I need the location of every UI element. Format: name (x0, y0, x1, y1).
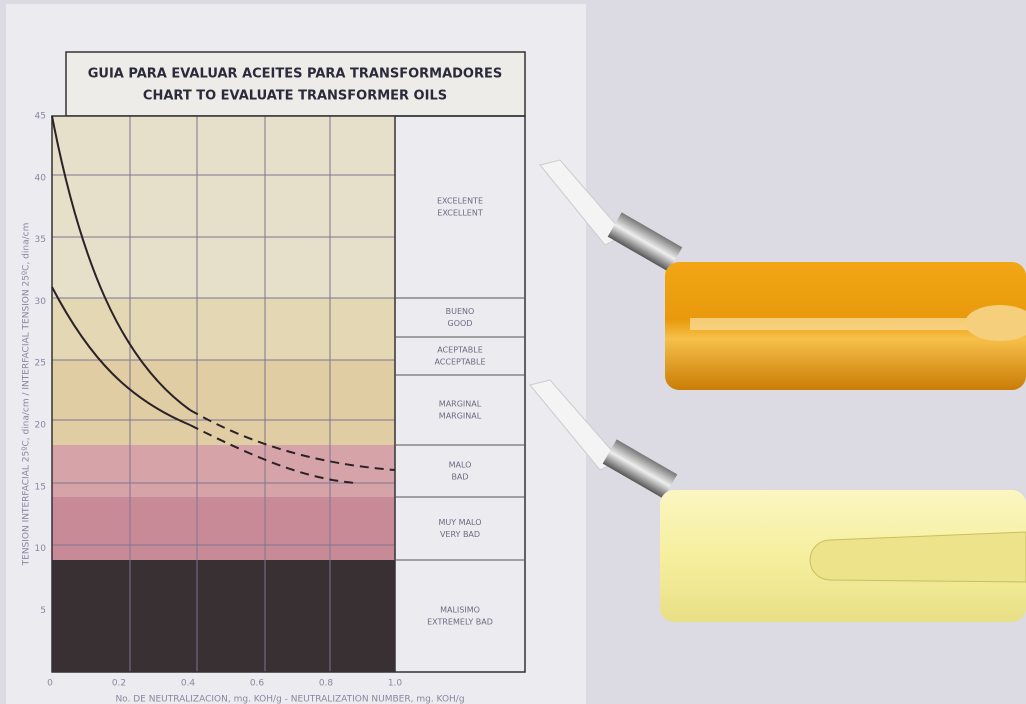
rating-es: MUY MALO (438, 518, 481, 527)
photo: GUIA PARA EVALUAR ACEITES PARA TRANSFORM… (0, 0, 1026, 704)
y-tick-label: 20 (35, 421, 47, 431)
y-tick-label: 30 (35, 297, 47, 307)
x-axis-label: No. DE NEUTRALIZACION, mg. KOH/g - NEUTR… (115, 695, 464, 704)
x-tick-label: 0.6 (250, 679, 265, 689)
y-tick-label: 35 (35, 235, 46, 245)
band (52, 497, 395, 560)
y-tick-label: 25 (35, 359, 46, 369)
band (52, 298, 395, 360)
rating-en: MARGINAL (439, 412, 482, 421)
band (52, 560, 395, 672)
rating-es: ACEPTABLE (437, 346, 483, 355)
x-tick-label: 0.2 (112, 679, 126, 689)
rating-en: EXTREMELY BAD (427, 618, 493, 627)
bubble (810, 532, 1026, 582)
y-tick-label: 15 (35, 482, 46, 492)
y-tick-label: 10 (35, 544, 47, 554)
y-tick-label: 45 (35, 112, 46, 122)
page: GUIA PARA EVALUAR ACEITES PARA TRANSFORM… (0, 0, 1026, 704)
rating-en: EXCELLENT (437, 209, 483, 218)
title-box (66, 52, 525, 116)
y-tick-label: 40 (35, 173, 47, 183)
band (52, 445, 395, 497)
y-tick-label: 5 (40, 606, 46, 616)
rating-en: BAD (451, 473, 468, 482)
x-tick-label: 0.4 (181, 679, 196, 689)
rating-en: GOOD (448, 319, 473, 328)
rating-es: MALISIMO (440, 606, 480, 615)
bands (52, 116, 395, 672)
x-tick-label: 1.0 (388, 679, 403, 689)
rating-es: MARGINAL (439, 400, 482, 409)
title-es: GUIA PARA EVALUAR ACEITES PARA TRANSFORM… (88, 67, 503, 82)
rating-es: EXCELENTE (437, 197, 483, 206)
x-tick-label: 0 (47, 679, 53, 689)
y-axis-label: TENSION INTERFACIAL 25ºC, dina/cm / INTE… (22, 223, 32, 567)
band (52, 116, 395, 298)
rating-en: VERY BAD (440, 530, 480, 539)
band (52, 360, 395, 445)
x-tick-label: 0.8 (319, 679, 334, 689)
rating-es: BUENO (446, 307, 475, 316)
title-en: CHART TO EVALUATE TRANSFORMER OILS (143, 89, 447, 104)
rating-en: ACCEPTABLE (434, 358, 485, 367)
rating-es: MALO (449, 461, 472, 470)
